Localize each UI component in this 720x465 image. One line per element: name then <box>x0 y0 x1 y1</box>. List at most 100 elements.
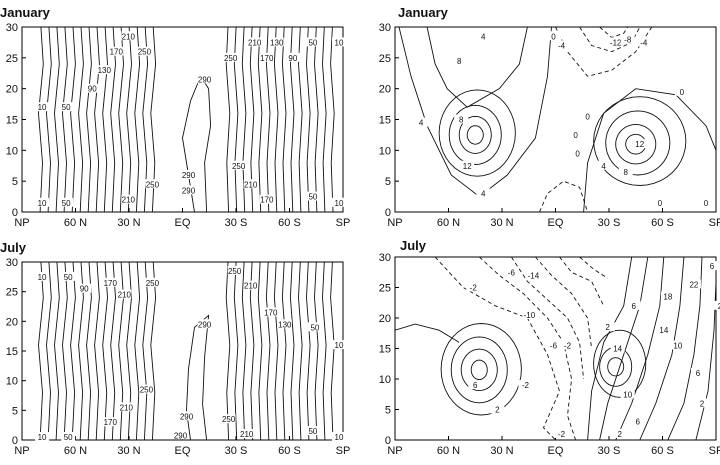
isoline <box>38 27 44 212</box>
isoline <box>265 27 271 212</box>
y-tick-label: 0 <box>385 207 391 219</box>
contour-label-bg <box>610 343 625 353</box>
contour-label: 10 <box>38 433 47 442</box>
contour-label: 10 <box>335 199 344 208</box>
y-tick-label: 15 <box>6 346 18 358</box>
contour-label: 210 <box>244 282 258 291</box>
contour-label: -4 <box>558 42 566 51</box>
x-tick-label: EQ <box>175 217 191 229</box>
contour-label-bg <box>223 52 238 62</box>
x-tick-label: NP <box>387 217 402 229</box>
contour-label-bg <box>674 86 689 96</box>
isoline <box>46 262 52 440</box>
isoline <box>289 27 295 212</box>
contour-label-bg <box>504 267 519 277</box>
contour-label: 50 <box>308 427 317 436</box>
isoline <box>306 27 311 212</box>
contour-label-bg <box>660 291 675 301</box>
contour-label-bg <box>331 340 346 350</box>
x-tick-label: 60 S <box>651 217 674 229</box>
contour-label-bg <box>546 340 561 350</box>
isoline <box>273 27 279 212</box>
contour-label: 290 <box>182 186 196 195</box>
isoline <box>150 262 157 440</box>
contour-label-bg <box>454 114 469 124</box>
isoline <box>395 323 460 343</box>
contour-label-bg <box>652 197 667 207</box>
chart-title: January <box>398 5 448 20</box>
contour-label-bg <box>259 194 274 204</box>
y-tick-label: 25 <box>6 53 18 65</box>
contour-label-bg <box>59 197 74 207</box>
contour-label-bg <box>61 271 76 281</box>
contour-label-bg <box>117 289 132 299</box>
isoline <box>298 262 303 440</box>
y-tick-label: 5 <box>385 405 391 417</box>
contour-label: 210 <box>118 291 132 300</box>
contour-label: 290 <box>174 431 188 440</box>
contour-label: 210 <box>122 196 136 205</box>
x-tick-label: SP <box>336 217 351 229</box>
contour-label: 0 <box>573 131 578 140</box>
isoline <box>257 27 263 212</box>
isoline <box>70 262 76 440</box>
contour-label: 90 <box>80 285 89 294</box>
contour-label: 6 <box>632 302 637 311</box>
contour-label: 6 <box>710 262 715 271</box>
contour-label-bg <box>305 426 320 436</box>
isoline <box>458 115 492 154</box>
contour-label-bg <box>85 83 100 93</box>
contour-label-bg <box>331 197 346 207</box>
contour-label: 10 <box>38 103 47 112</box>
isoline <box>62 262 68 440</box>
contour-label-bg <box>632 139 647 149</box>
contour-label: 0 <box>704 199 709 208</box>
isoline <box>134 262 141 440</box>
contour-label-bg <box>103 417 118 427</box>
contour-label-bg <box>560 340 575 350</box>
contour-label: 50 <box>308 38 317 47</box>
y-tick-label: 25 <box>6 287 18 299</box>
contour-label: -2 <box>564 341 572 350</box>
panel-july-left: July 0 5 10 15 20 25 30 NP 60 N 30 N EQ 30 S 60 S SP 1… <box>0 232 360 465</box>
contour-label-bg <box>173 430 188 440</box>
y-tick-label: 5 <box>385 176 391 188</box>
contour-label-bg <box>305 191 320 201</box>
contour-label: 4 <box>419 119 424 128</box>
contour-label: 290 <box>180 412 194 421</box>
isoline-dashed <box>478 257 577 440</box>
contour-label: 2 <box>605 323 610 332</box>
isoline <box>233 27 239 212</box>
x-tick-label: 60 N <box>437 217 460 229</box>
panel-january-right: January 0 5 10 15 20 25 30 NP 60 N 30 N EQ 30 S 60 S… <box>360 0 720 232</box>
contour-label-bg <box>620 389 635 399</box>
y-tick-label: 0 <box>385 435 391 447</box>
y-tick-label: 10 <box>379 145 391 157</box>
contour-label: 22 <box>689 280 698 289</box>
y-tick-label: 10 <box>6 376 18 388</box>
isoline <box>438 89 516 177</box>
contour-label-bg <box>331 37 346 47</box>
isoline <box>94 27 100 212</box>
isoline <box>460 348 498 392</box>
chart-title: July <box>400 238 427 253</box>
contour-label: 10 <box>335 433 344 442</box>
contour-label: -14 <box>528 271 540 280</box>
contour-label-bg <box>61 432 76 442</box>
isoline <box>46 27 52 212</box>
contour-label: 8 <box>623 168 628 177</box>
contour-label: 250 <box>232 162 246 171</box>
contour-chart-july-right: 0 5 10 15 20 25 30 NP 60 N 30 N EQ 30 S 60 S SP -6 -14 -… <box>379 252 720 457</box>
contour-label: 6 <box>636 418 641 427</box>
y-tick-label: 20 <box>379 84 391 96</box>
isoline <box>426 27 528 108</box>
contour-label-bg <box>59 102 74 112</box>
contour-label-bg <box>546 31 561 41</box>
contour-label: 8 <box>459 116 464 125</box>
isoline <box>615 257 665 440</box>
contour-label-bg <box>554 40 569 50</box>
contour-label-bg <box>600 322 615 332</box>
contour-label-bg <box>713 300 720 310</box>
contour-label: 90 <box>88 85 97 94</box>
y-tick-label: 20 <box>379 313 391 325</box>
